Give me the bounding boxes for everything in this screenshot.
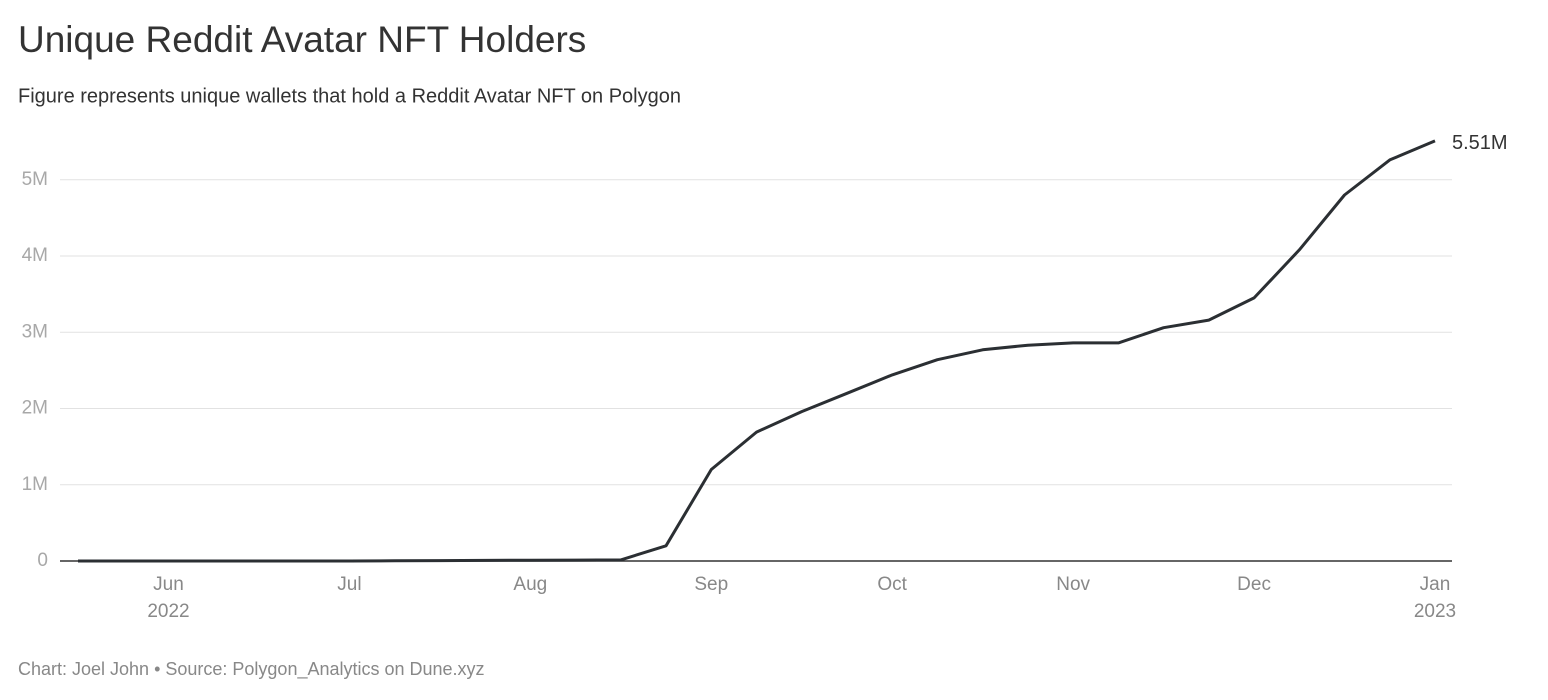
data-line <box>78 139 1436 563</box>
x-year-label: 2023 <box>1414 601 1456 622</box>
x-tick-label: Jun <box>153 574 184 595</box>
y-tick-label: 3M <box>22 321 48 342</box>
y-tick-label: 4M <box>22 245 48 266</box>
x-tick-label: Dec <box>1237 574 1271 595</box>
chart-subtitle: Figure represents unique wallets that ho… <box>18 85 681 107</box>
y-tick-label: 1M <box>22 474 48 495</box>
chart-title: Unique Reddit Avatar NFT Holders <box>18 19 586 60</box>
x-tick-label: Jul <box>337 574 361 595</box>
x-tick-label: Oct <box>877 574 907 595</box>
x-tick-label: Nov <box>1056 574 1090 595</box>
value-label: 5.51M <box>1452 132 1508 154</box>
source-note: Chart: Joel John • Source: Polygon_Analy… <box>18 659 485 680</box>
y-tick-label: 0 <box>37 550 48 571</box>
x-tick-label: Sep <box>694 574 728 595</box>
y-tick-label: 5M <box>22 169 48 190</box>
x-tick-label: Aug <box>513 574 547 595</box>
x-year-label: 2022 <box>147 601 189 622</box>
x-tick-label: Jan <box>1420 574 1451 595</box>
y-tick-label: 2M <box>22 398 48 419</box>
